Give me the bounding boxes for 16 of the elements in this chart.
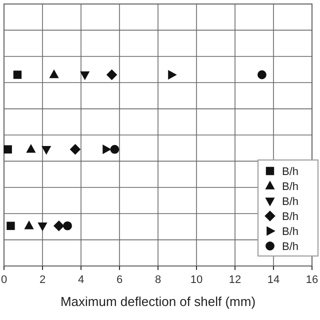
legend-label: B/h (282, 226, 299, 238)
x-tick-label: 6 (116, 274, 123, 286)
x-tick-label: 4 (78, 274, 84, 286)
legend-label: B/h (282, 241, 299, 253)
legend-label: B/h (282, 166, 299, 178)
x-tick-label: 14 (267, 274, 280, 286)
x-tick-label: 0 (0, 274, 8, 286)
legend-label: B/h (282, 211, 299, 223)
x-axis-title: Maximum deflection of shelf (mm) (60, 294, 256, 309)
x-tick-label: 10 (190, 274, 203, 286)
x-tick-label: 12 (228, 274, 242, 286)
legend-label: B/h (282, 181, 299, 193)
x-tick-label: 2 (39, 274, 46, 286)
legend-label: B/h (282, 196, 299, 208)
x-tick-label: 16 (306, 274, 318, 286)
x-tick-label: 8 (154, 274, 162, 286)
